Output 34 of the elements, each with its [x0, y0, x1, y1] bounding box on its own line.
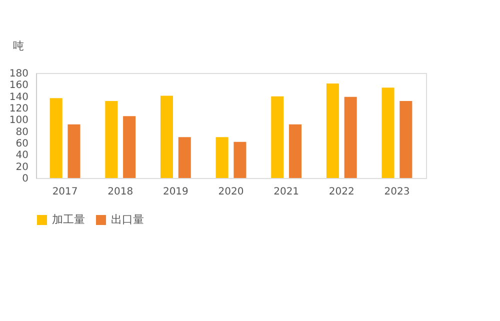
y-tick-label: 20	[16, 162, 28, 173]
y-tick-label: 120	[9, 104, 28, 114]
bar	[68, 124, 80, 178]
y-tick-label: 160	[9, 80, 28, 92]
bar	[178, 137, 191, 178]
bar	[50, 98, 62, 178]
x-tick-label: 2019	[162, 186, 188, 198]
x-tick-label: 2018	[108, 186, 134, 198]
x-tick-label: 2022	[328, 186, 354, 198]
y-tick-label: 60	[16, 138, 28, 150]
bar	[400, 101, 412, 178]
legend-label: 出口量	[111, 213, 144, 226]
bar	[344, 96, 357, 178]
bar	[105, 101, 118, 178]
bar	[382, 88, 394, 178]
y-tick-label: 80	[16, 126, 28, 138]
bar	[160, 96, 173, 178]
bar	[326, 84, 339, 178]
y-axis-title: 吨	[13, 40, 24, 52]
bar	[234, 142, 246, 178]
bar	[289, 124, 302, 178]
y-tick-label: 40	[16, 150, 28, 162]
y-tick-label: 0	[22, 174, 28, 184]
x-tick-label: 2017	[52, 186, 78, 198]
y-tick-label: 180	[9, 68, 28, 80]
x-tick-label: 2020	[218, 186, 244, 198]
y-tick-label: 100	[9, 115, 28, 126]
x-tick-label: 2021	[274, 186, 300, 198]
y-tick-label: 140	[9, 92, 28, 103]
bar	[216, 137, 228, 178]
x-tick-label: 2023	[384, 186, 410, 198]
bar	[123, 116, 136, 178]
bar	[271, 96, 284, 178]
legend-label: 加工量	[52, 213, 85, 226]
